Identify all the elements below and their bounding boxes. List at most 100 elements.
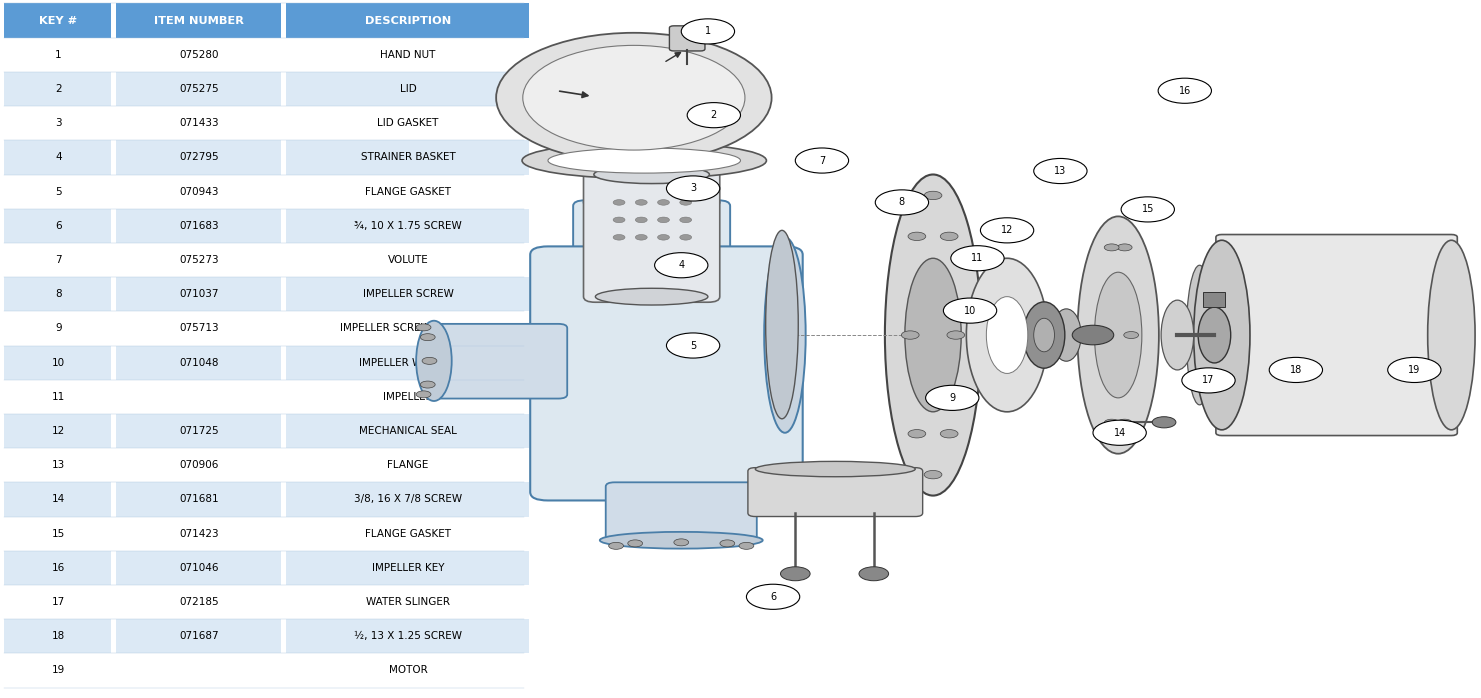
Text: 071687: 071687 bbox=[179, 631, 219, 641]
Text: WATER SLINGER: WATER SLINGER bbox=[366, 597, 450, 607]
Circle shape bbox=[980, 218, 1034, 243]
Circle shape bbox=[940, 429, 958, 438]
Circle shape bbox=[1105, 244, 1120, 251]
Circle shape bbox=[1158, 78, 1211, 103]
Text: IMPELLER SCREW GASKET: IMPELLER SCREW GASKET bbox=[341, 323, 475, 334]
Text: 075273: 075273 bbox=[179, 255, 219, 265]
Text: 3: 3 bbox=[55, 118, 62, 128]
Circle shape bbox=[926, 385, 979, 410]
Text: 075713: 075713 bbox=[179, 323, 219, 334]
FancyBboxPatch shape bbox=[116, 72, 281, 106]
Text: 071037: 071037 bbox=[179, 289, 219, 299]
FancyBboxPatch shape bbox=[286, 38, 529, 72]
Text: 13: 13 bbox=[1054, 166, 1066, 176]
FancyBboxPatch shape bbox=[286, 619, 529, 653]
Text: 071683: 071683 bbox=[179, 221, 219, 231]
FancyBboxPatch shape bbox=[4, 209, 111, 243]
Ellipse shape bbox=[1428, 240, 1475, 430]
FancyBboxPatch shape bbox=[4, 38, 111, 72]
FancyBboxPatch shape bbox=[116, 551, 281, 585]
Circle shape bbox=[523, 45, 745, 150]
Text: 070906: 070906 bbox=[179, 460, 219, 470]
Circle shape bbox=[422, 357, 437, 364]
Text: 071423: 071423 bbox=[179, 528, 219, 539]
Circle shape bbox=[687, 103, 740, 128]
Text: 19: 19 bbox=[52, 665, 65, 676]
FancyBboxPatch shape bbox=[116, 380, 281, 414]
Ellipse shape bbox=[584, 192, 720, 213]
Ellipse shape bbox=[1023, 302, 1065, 368]
Circle shape bbox=[902, 331, 920, 339]
Ellipse shape bbox=[521, 142, 767, 179]
Circle shape bbox=[613, 200, 625, 205]
Circle shape bbox=[946, 331, 964, 339]
Circle shape bbox=[635, 235, 647, 240]
Circle shape bbox=[1124, 332, 1139, 339]
Text: IMPELLER: IMPELLER bbox=[384, 392, 432, 402]
FancyBboxPatch shape bbox=[4, 106, 111, 140]
FancyBboxPatch shape bbox=[116, 346, 281, 380]
Circle shape bbox=[908, 429, 926, 438]
Circle shape bbox=[635, 217, 647, 223]
FancyBboxPatch shape bbox=[4, 311, 111, 346]
Text: IMPELLER KEY: IMPELLER KEY bbox=[372, 563, 444, 573]
Text: 7: 7 bbox=[819, 156, 825, 165]
Text: 075280: 075280 bbox=[179, 50, 219, 60]
Text: 12: 12 bbox=[1001, 225, 1013, 235]
FancyBboxPatch shape bbox=[4, 72, 111, 106]
Circle shape bbox=[1072, 325, 1114, 345]
Circle shape bbox=[416, 324, 431, 331]
Ellipse shape bbox=[884, 174, 980, 496]
Text: 2: 2 bbox=[711, 110, 717, 120]
Ellipse shape bbox=[766, 230, 798, 419]
Circle shape bbox=[795, 148, 849, 173]
FancyBboxPatch shape bbox=[4, 414, 111, 448]
Ellipse shape bbox=[1034, 318, 1054, 352]
FancyBboxPatch shape bbox=[1203, 292, 1225, 307]
FancyBboxPatch shape bbox=[116, 482, 281, 517]
Text: 2: 2 bbox=[55, 84, 62, 94]
FancyBboxPatch shape bbox=[116, 243, 281, 277]
Text: 13: 13 bbox=[52, 460, 65, 470]
FancyBboxPatch shape bbox=[286, 653, 529, 688]
FancyBboxPatch shape bbox=[286, 72, 529, 106]
Circle shape bbox=[1093, 420, 1146, 445]
Ellipse shape bbox=[1052, 309, 1081, 362]
Circle shape bbox=[628, 540, 643, 547]
FancyBboxPatch shape bbox=[286, 414, 529, 448]
FancyBboxPatch shape bbox=[116, 3, 281, 38]
FancyBboxPatch shape bbox=[116, 209, 281, 243]
FancyBboxPatch shape bbox=[116, 277, 281, 311]
FancyBboxPatch shape bbox=[4, 140, 111, 174]
FancyBboxPatch shape bbox=[4, 243, 111, 277]
Text: 3: 3 bbox=[690, 184, 696, 193]
Text: 6: 6 bbox=[770, 592, 776, 602]
Circle shape bbox=[940, 232, 958, 241]
Circle shape bbox=[658, 235, 669, 240]
Circle shape bbox=[1152, 417, 1176, 428]
Circle shape bbox=[1117, 419, 1131, 426]
Circle shape bbox=[416, 391, 431, 398]
Text: 075275: 075275 bbox=[179, 84, 219, 94]
Text: 18: 18 bbox=[1290, 365, 1302, 375]
Circle shape bbox=[859, 567, 889, 581]
FancyBboxPatch shape bbox=[1216, 235, 1457, 436]
FancyBboxPatch shape bbox=[286, 106, 529, 140]
FancyBboxPatch shape bbox=[286, 517, 529, 551]
FancyBboxPatch shape bbox=[116, 311, 281, 346]
Text: 072795: 072795 bbox=[179, 152, 219, 163]
Ellipse shape bbox=[1077, 216, 1158, 454]
Text: IMPELLER SCREW: IMPELLER SCREW bbox=[363, 289, 453, 299]
Text: 8: 8 bbox=[899, 198, 905, 207]
Text: 17: 17 bbox=[52, 597, 65, 607]
Circle shape bbox=[908, 232, 926, 241]
Circle shape bbox=[666, 176, 720, 201]
FancyBboxPatch shape bbox=[4, 551, 111, 585]
Circle shape bbox=[655, 253, 708, 278]
Text: 14: 14 bbox=[52, 494, 65, 505]
FancyBboxPatch shape bbox=[286, 140, 529, 174]
Circle shape bbox=[875, 190, 929, 215]
Circle shape bbox=[613, 235, 625, 240]
Circle shape bbox=[1105, 419, 1120, 426]
Text: 070943: 070943 bbox=[179, 186, 219, 197]
